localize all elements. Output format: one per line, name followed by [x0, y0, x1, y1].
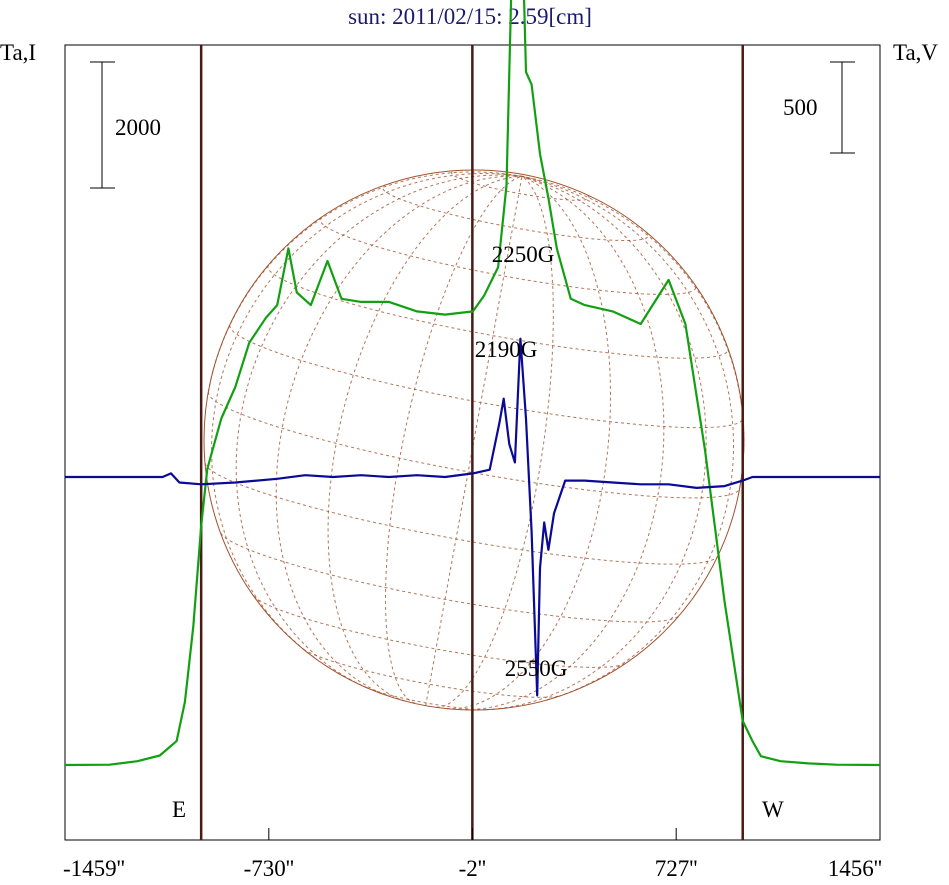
right-axis-label: Ta,V	[893, 40, 938, 65]
longitude-line	[211, 172, 523, 658]
series-layer	[64, 0, 881, 767]
longitude-line	[446, 175, 612, 710]
right-scale-bar-label: 500	[783, 95, 818, 120]
polarization-series-line	[65, 337, 880, 697]
sun-disk-grid	[203, 169, 745, 711]
limb-lines	[199, 45, 744, 840]
longitude-line	[235, 174, 523, 689]
left-axis-label: Ta,I	[0, 40, 36, 65]
longitude-line	[521, 175, 734, 701]
field-strength-annotation: 2190G	[475, 337, 538, 362]
latitude-line	[451, 170, 590, 201]
longitude-line	[327, 175, 523, 702]
longitude-line	[486, 175, 707, 711]
latitude-line	[220, 532, 679, 623]
left-scale-bar-label: 2000	[115, 115, 161, 140]
latitude-line	[303, 648, 561, 698]
longitude-line	[436, 175, 554, 708]
left-scale-bar: 2000	[90, 61, 161, 189]
longitude-line	[521, 175, 745, 489]
chart-title: sun: 2011/02/15: 2.59[cm]	[348, 4, 592, 29]
latitude-line	[267, 264, 729, 359]
x-tick-label: 727''	[655, 856, 698, 881]
latitude-line	[319, 216, 697, 295]
x-axis-ticks: -1459'' -730'' -2'' 727'' 1456''	[63, 828, 882, 881]
west-limb-label: W	[762, 797, 784, 822]
annotation-layer: 2250G 2190G 2550G	[475, 242, 568, 681]
field-strength-annotation: 2250G	[492, 242, 555, 267]
intensity-series-line	[64, 0, 881, 767]
east-limb-label: E	[172, 797, 186, 822]
x-tick-label: -1459''	[63, 856, 125, 881]
longitude-line	[275, 175, 523, 696]
x-tick-label: 1456''	[828, 856, 882, 881]
right-scale-bar: 500	[783, 61, 855, 154]
longitude-line	[465, 175, 665, 711]
field-strength-annotation: 2550G	[505, 656, 568, 681]
longitude-line	[207, 171, 523, 392]
x-tick-label: -2''	[459, 856, 486, 881]
longitude-line	[384, 175, 523, 704]
x-tick-label: -730''	[244, 856, 294, 881]
sun-limb-circle	[203, 169, 745, 711]
